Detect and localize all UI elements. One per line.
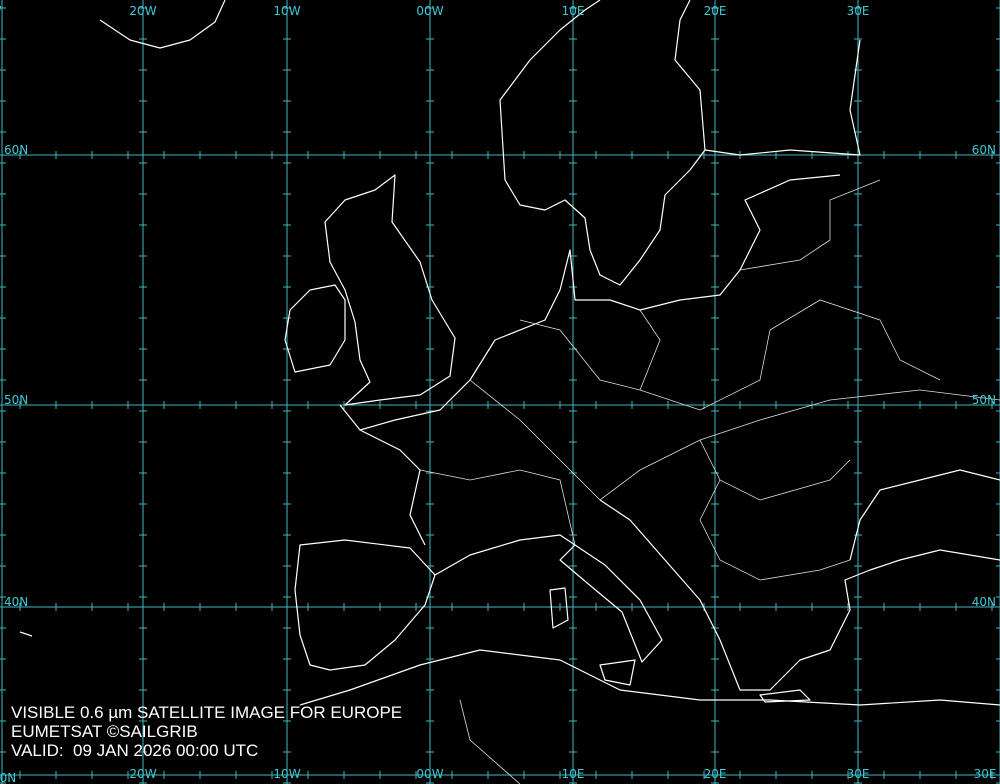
longitude-label: 30W <box>0 4 2 18</box>
great-britain <box>324 174 456 406</box>
longitude-label: 20E <box>704 767 727 781</box>
black-sea <box>849 469 1000 561</box>
iberia <box>294 539 436 671</box>
sardinia <box>549 587 569 629</box>
iceland-coast <box>99 0 226 49</box>
longitude-label: 10E <box>562 4 585 18</box>
longitude-label: 20W <box>129 4 156 18</box>
border <box>699 479 851 581</box>
north-continent-coast <box>339 174 841 431</box>
latitude-label: 40N <box>4 595 28 609</box>
longitude-label: 20W <box>129 767 156 781</box>
med-north <box>434 534 576 576</box>
italy <box>559 544 663 663</box>
longitude-label: 20E <box>704 4 727 18</box>
longitude-label: 30E <box>847 767 870 781</box>
africa-coast <box>299 649 1000 706</box>
border <box>469 379 1000 501</box>
caption-line: VISIBLE 0.6 µm SATELLITE IMAGE FOR EUROP… <box>11 703 402 722</box>
azores <box>19 631 33 637</box>
latitude-label: 40N <box>972 595 996 609</box>
longitude-label: 10W <box>273 4 300 18</box>
norway-sweden-coast <box>499 0 601 181</box>
border <box>419 469 576 546</box>
caption-line: VALID: 09 JAN 2026 00:00 UTC <box>11 741 258 760</box>
border <box>739 179 881 271</box>
crete <box>759 689 811 703</box>
border <box>519 309 661 391</box>
latitude-label: 60N <box>4 143 28 157</box>
latitude-label: 50N <box>972 393 996 407</box>
coastlines <box>19 0 1000 706</box>
balkan-coast <box>599 499 1000 691</box>
border <box>459 699 521 784</box>
latitude-label: 60N <box>972 143 996 157</box>
ireland <box>284 284 346 373</box>
finland-coast <box>704 39 861 156</box>
longitude-label: 10W <box>273 767 300 781</box>
longitude-label: 30E <box>847 4 870 18</box>
scandinavia-south <box>504 0 706 286</box>
longitude-label: 00W <box>416 767 443 781</box>
longitude-label: 10E <box>562 767 585 781</box>
latitude-label: 50N <box>4 393 28 407</box>
border <box>699 439 851 501</box>
graticule-labels: 30W 20W 10W 00W 10E 20E 30E 20W 10W 00W 10E 20E 30E 3… <box>0 4 996 784</box>
caption: VISIBLE 0.6 µm SATELLITE IMAGE FOR EUROP… <box>11 703 402 760</box>
sicily <box>599 659 636 686</box>
borders <box>419 179 1000 784</box>
border <box>639 299 941 411</box>
longitude-label: 30E <box>974 767 997 781</box>
latitude-label: 30N <box>0 771 16 784</box>
caption-line: EUMETSAT ©SAILGRIB <box>11 722 198 741</box>
longitude-label: 00W <box>416 4 443 18</box>
